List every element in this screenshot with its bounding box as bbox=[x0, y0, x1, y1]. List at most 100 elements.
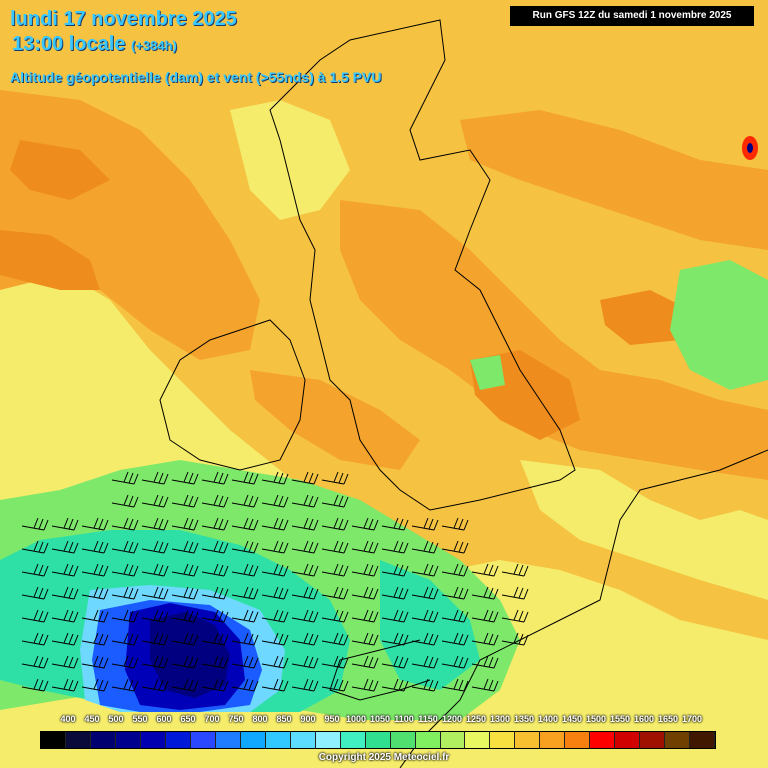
colorbar-swatch bbox=[665, 732, 691, 748]
wind-barb bbox=[351, 678, 379, 692]
wind-barb bbox=[411, 563, 439, 577]
colorbar-swatch bbox=[565, 732, 591, 748]
wind-barb bbox=[51, 632, 79, 646]
wind-barb bbox=[411, 678, 439, 692]
colorbar-tick-label: 1450 bbox=[561, 714, 583, 724]
colorbar bbox=[40, 731, 716, 749]
colorbar-tick-label: 950 bbox=[324, 714, 340, 724]
colorbar-swatch bbox=[265, 732, 291, 748]
colorbar-tick-label: 750 bbox=[228, 714, 244, 724]
wind-barb bbox=[351, 632, 379, 646]
wind-barb bbox=[381, 563, 409, 577]
colorbar-swatch bbox=[390, 732, 416, 748]
wind-barb bbox=[21, 632, 49, 646]
field-green-region bbox=[670, 260, 768, 390]
colorbar-tick-label: 700 bbox=[204, 714, 220, 724]
colorbar-tick-label: 1250 bbox=[465, 714, 487, 724]
coastline-ireland bbox=[159, 319, 306, 471]
wind-barb bbox=[141, 540, 169, 554]
wind-barb bbox=[141, 586, 169, 600]
wind-barb bbox=[171, 632, 199, 646]
wind-barb bbox=[261, 517, 289, 531]
wind-barb bbox=[201, 540, 229, 554]
wind-barb bbox=[381, 632, 409, 646]
wind-barb bbox=[321, 563, 349, 577]
wind-barb bbox=[171, 655, 199, 669]
colorbar-tick-label: 900 bbox=[300, 714, 316, 724]
wind-barb bbox=[81, 517, 109, 531]
wind-barb bbox=[261, 540, 289, 554]
wind-barb bbox=[381, 517, 409, 531]
wind-barb bbox=[321, 471, 349, 485]
wind-barb bbox=[141, 517, 169, 531]
wind-barb bbox=[261, 609, 289, 623]
forecast-date: lundi 17 novembre 2025 bbox=[10, 8, 237, 30]
wind-barb bbox=[321, 586, 349, 600]
wind-barb bbox=[381, 540, 409, 554]
colorbar-swatch bbox=[590, 732, 616, 748]
wind-barb bbox=[381, 586, 409, 600]
colorbar-swatch bbox=[465, 732, 491, 748]
wind-barb bbox=[321, 632, 349, 646]
wind-barb bbox=[21, 517, 49, 531]
wind-barb bbox=[111, 655, 139, 669]
wind-barb bbox=[291, 678, 319, 692]
colorbar-swatch bbox=[215, 732, 241, 748]
wind-barb bbox=[261, 678, 289, 692]
colorbar-tick-label: 400 bbox=[60, 714, 76, 724]
wind-barb bbox=[411, 632, 439, 646]
colorbar-swatch bbox=[690, 732, 716, 748]
wind-barb bbox=[111, 540, 139, 554]
wind-barb bbox=[351, 586, 379, 600]
wind-barb bbox=[231, 632, 259, 646]
wind-barb bbox=[321, 540, 349, 554]
field-dark-orange-region bbox=[10, 140, 110, 200]
colorbar-swatch bbox=[490, 732, 516, 748]
colorbar-swatch bbox=[640, 732, 666, 748]
colorbar-tick-label: 850 bbox=[276, 714, 292, 724]
wind-barb bbox=[441, 586, 469, 600]
colorbar-tick-label: 450 bbox=[84, 714, 100, 724]
colorbar-tick-label: 600 bbox=[156, 714, 172, 724]
wind-barb bbox=[141, 678, 169, 692]
wind-barb bbox=[51, 609, 79, 623]
wind-barb bbox=[291, 632, 319, 646]
wind-barb bbox=[141, 655, 169, 669]
wind-barb bbox=[81, 632, 109, 646]
colorbar-tick-label: 550 bbox=[132, 714, 148, 724]
wind-barb bbox=[201, 517, 229, 531]
wind-barbs bbox=[21, 471, 529, 692]
wind-barb bbox=[321, 517, 349, 531]
wind-barb bbox=[501, 563, 529, 577]
wind-barb bbox=[261, 471, 289, 485]
colorbar-tick-label: 1100 bbox=[394, 714, 414, 724]
wind-barb bbox=[51, 540, 79, 554]
colorbar-tick-label: 1400 bbox=[537, 714, 559, 724]
wind-barb bbox=[441, 632, 469, 646]
field-dark-orange-region bbox=[600, 290, 690, 345]
wind-barb bbox=[231, 655, 259, 669]
copyright-text: Copyright 2025 Meteociel.fr bbox=[318, 752, 450, 763]
wind-barb bbox=[291, 586, 319, 600]
wind-barb bbox=[231, 563, 259, 577]
colorbar-swatch bbox=[515, 732, 541, 748]
coastline-great-britain bbox=[269, 19, 576, 511]
wind-barb bbox=[171, 471, 199, 485]
wind-barb bbox=[321, 655, 349, 669]
colorbar-tick-label: 800 bbox=[252, 714, 268, 724]
wind-barb bbox=[81, 678, 109, 692]
wind-barb bbox=[231, 540, 259, 554]
wind-barb bbox=[171, 517, 199, 531]
field-green-region bbox=[470, 355, 505, 390]
colorbar-swatch bbox=[440, 732, 466, 748]
wind-barb bbox=[471, 632, 499, 646]
wind-barb bbox=[291, 494, 319, 508]
wind-barb bbox=[111, 517, 139, 531]
wind-barb bbox=[321, 609, 349, 623]
colorbar-swatch bbox=[315, 732, 341, 748]
wind-barb bbox=[231, 586, 259, 600]
wind-barb bbox=[51, 517, 79, 531]
wind-barb bbox=[351, 517, 379, 531]
